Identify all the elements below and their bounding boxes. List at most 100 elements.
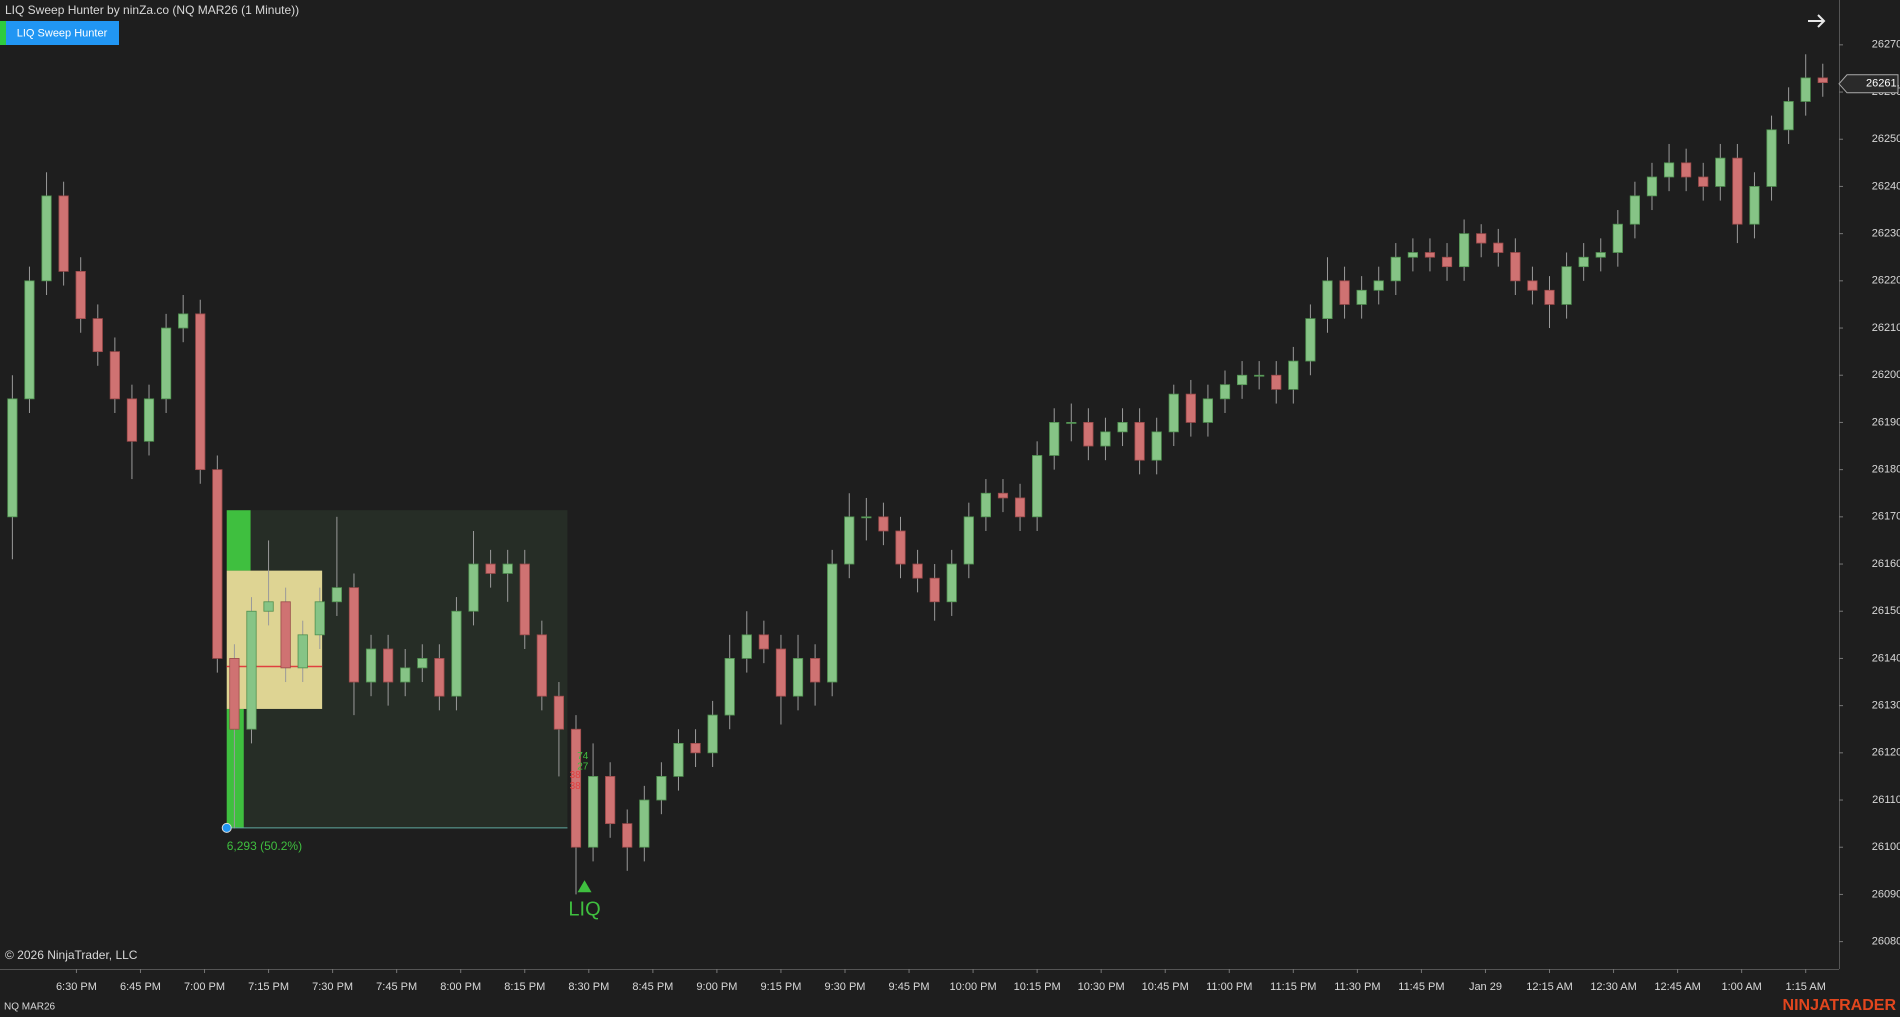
candle-body (126, 398, 138, 442)
x-tick-label: 9:30 PM (825, 981, 866, 993)
candle-body (178, 313, 189, 329)
copyright: © 2026 NinjaTrader, LLC (5, 948, 138, 962)
candle-body (1646, 176, 1658, 197)
candle-body (1629, 195, 1641, 225)
candle-body (331, 587, 342, 603)
candle-body (1544, 289, 1555, 305)
candle-body (1698, 176, 1709, 187)
candle-body (724, 658, 735, 716)
candle-body (195, 313, 206, 471)
candle-body (895, 530, 906, 565)
liq-marker (577, 880, 592, 893)
y-tick-label: 26080 (1872, 936, 1900, 948)
candle-body (536, 634, 547, 697)
candle-body (400, 667, 411, 683)
candle-body (622, 823, 633, 848)
y-tick-label: 26110 (1872, 794, 1900, 806)
x-tick-label: 7:00 PM (184, 981, 225, 993)
candle-body (263, 601, 274, 612)
candle-body (792, 658, 804, 697)
candle-body (810, 658, 821, 683)
candle-body (1424, 252, 1436, 258)
x-tick-label: Jan 29 (1469, 981, 1502, 993)
candle-body (1083, 422, 1094, 447)
candle-body (1715, 157, 1726, 187)
x-tick-label: 10:15 PM (1014, 981, 1061, 993)
x-tick-label: 12:30 AM (1590, 981, 1636, 993)
candle-body (1151, 431, 1162, 461)
candle-body (587, 776, 599, 848)
expand-arrow[interactable] (1808, 14, 1826, 28)
candle-body (1032, 455, 1043, 518)
candle-body (1390, 256, 1401, 282)
last-price-label: 26261.75 (1866, 78, 1900, 90)
arrow-icon[interactable] (1808, 14, 1826, 28)
candle-body (673, 742, 684, 777)
candle-body (1527, 280, 1538, 291)
candle-body (827, 563, 838, 683)
candle-body (1578, 256, 1589, 268)
candle-body (58, 195, 69, 272)
candle-body (1476, 233, 1487, 244)
candle-body (1219, 384, 1231, 400)
sweep-count: 27 (577, 762, 589, 773)
x-tick-label: 10:30 PM (1078, 981, 1125, 993)
candle-body (1595, 252, 1606, 258)
candle-body (280, 601, 291, 669)
y-tick-label: 26200 (1872, 369, 1900, 381)
candle-body (570, 728, 582, 848)
candle-body (246, 610, 257, 730)
indicator-button[interactable]: LIQ Sweep Hunter (0, 21, 119, 45)
candle-body (639, 799, 650, 848)
y-tick-label: 26270 (1872, 39, 1900, 51)
candle-body (878, 516, 889, 532)
button-body[interactable] (6, 21, 119, 45)
candle-body (1271, 374, 1282, 390)
x-tick-label: 11:00 PM (1206, 981, 1252, 993)
candle-body (1766, 129, 1777, 187)
x-tick-label: 10:00 PM (950, 981, 997, 993)
candle-body (1168, 393, 1179, 433)
candle-body (980, 492, 991, 518)
x-tick-label: 9:15 PM (760, 981, 801, 993)
candle-body (229, 658, 240, 730)
x-tick-label: 1:00 AM (1721, 981, 1761, 993)
candle-body (365, 648, 377, 683)
candle-body (348, 587, 360, 683)
x-tick-label: 7:15 PM (248, 981, 289, 993)
y-tick-label: 26190 (1872, 416, 1900, 428)
candle-body (1510, 252, 1521, 282)
candle-body (1749, 186, 1760, 225)
candle-body (1493, 242, 1504, 253)
x-tick-label: 1:15 AM (1786, 981, 1826, 993)
candle-body (1288, 360, 1299, 390)
logo: NINJATRADER (1783, 997, 1897, 1014)
candle-body (997, 492, 1009, 499)
button-accent (0, 21, 6, 45)
x-tick-label: 7:45 PM (376, 981, 417, 993)
candle-body (844, 516, 855, 565)
x-tick-label: 8:45 PM (632, 981, 673, 993)
y-tick-label: 26150 (1872, 605, 1900, 617)
candle-body (1322, 280, 1333, 319)
candle-body (468, 563, 479, 612)
candle-body (451, 610, 462, 697)
candle-body (741, 634, 752, 659)
button-label[interactable]: LIQ Sweep Hunter (17, 27, 108, 39)
candle-body (143, 398, 155, 442)
x-tick-label: 6:30 PM (56, 981, 97, 993)
candle-body (485, 563, 496, 574)
x-tick-label: 6:45 PM (120, 981, 161, 993)
sweep-anchor (221, 822, 232, 833)
candle-body (41, 195, 52, 282)
x-tick-label: 8:00 PM (440, 981, 481, 993)
x-tick-label: 10:45 PM (1142, 981, 1189, 993)
candle-body (1236, 374, 1248, 386)
candle-body (92, 318, 103, 353)
y-tick-label: 26100 (1872, 841, 1900, 853)
y-tick-label: 26210 (1872, 322, 1900, 334)
candle-body (24, 280, 35, 400)
candle-body (1100, 431, 1111, 447)
x-tick-label: 11:15 PM (1270, 981, 1316, 993)
instrument-label: NQ MAR26 (4, 1002, 56, 1013)
